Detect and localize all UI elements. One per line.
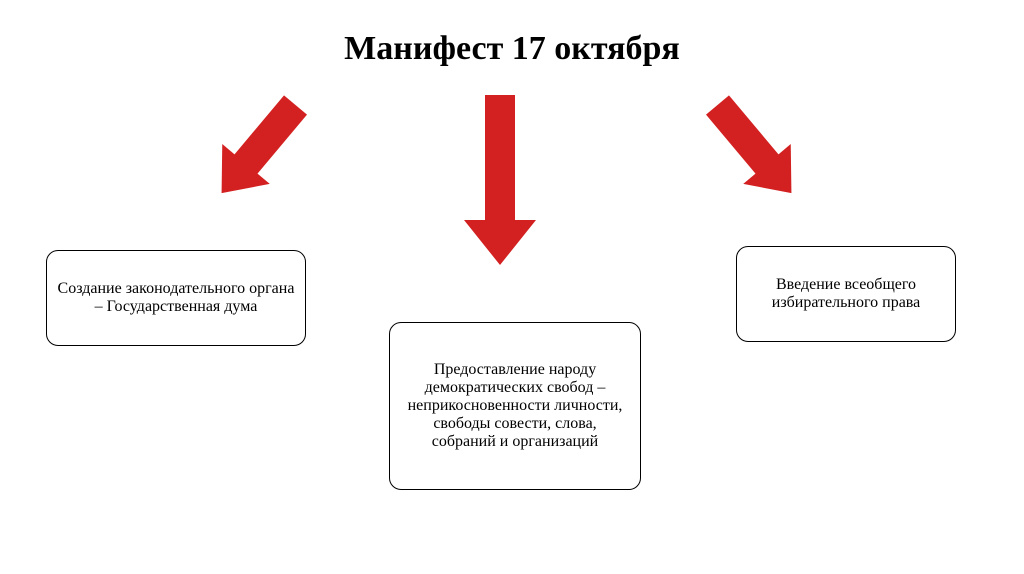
box-right-text: Введение всеобщего избирательного права xyxy=(747,276,945,312)
box-left: Создание законодательного органа – Госуд… xyxy=(46,250,306,346)
box-center: Предоставление народу демократических св… xyxy=(389,322,641,490)
box-left-text: Создание законодательного органа – Госуд… xyxy=(57,280,295,316)
box-center-text: Предоставление народу демократических св… xyxy=(400,361,630,451)
box-right: Введение всеобщего избирательного права xyxy=(736,246,956,342)
